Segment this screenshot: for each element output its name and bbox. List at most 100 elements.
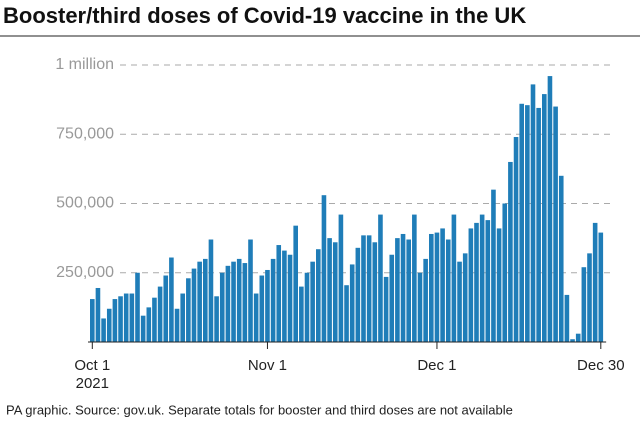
bar: [372, 242, 378, 342]
bar: [197, 261, 202, 342]
bar: [502, 203, 508, 342]
bar: [242, 263, 248, 342]
bar: [558, 175, 564, 342]
bar: [163, 275, 169, 342]
bar: [95, 287, 101, 342]
bar: [321, 195, 327, 342]
bar: [259, 275, 265, 342]
bar: [276, 245, 282, 342]
bar: [129, 293, 135, 342]
bar: [203, 258, 208, 342]
bar: [287, 254, 293, 342]
x-tick-label: Oct 1: [74, 357, 110, 374]
bar: [440, 228, 445, 342]
bar: [191, 268, 197, 342]
bar: [344, 285, 349, 342]
bar: [366, 235, 372, 342]
bar: [525, 105, 530, 342]
bar: [236, 258, 242, 342]
bar: [587, 253, 592, 342]
bar: [186, 278, 191, 342]
bar: [462, 253, 468, 342]
bar: [417, 272, 423, 342]
bar: [140, 315, 146, 342]
x-tick-label: Dec 30: [577, 357, 625, 374]
bar: [592, 222, 598, 342]
bar: [378, 214, 383, 342]
footnote: PA graphic. Source: gov.uk. Separate tot…: [6, 402, 513, 417]
bar: [231, 261, 236, 342]
bar: [332, 242, 338, 342]
bar: [157, 286, 163, 342]
bar: [457, 261, 462, 342]
bar: [479, 214, 485, 342]
bar: [598, 232, 604, 342]
bar: [299, 286, 304, 342]
bar: [581, 267, 587, 342]
bar: [542, 94, 547, 343]
bar: [474, 222, 479, 342]
bar: [349, 264, 355, 342]
bar: [519, 103, 524, 342]
bar: [338, 214, 344, 342]
bar: [248, 239, 253, 342]
bar: [508, 161, 513, 342]
bar: [429, 233, 434, 342]
bar: [225, 265, 231, 342]
x-tick-label: Dec 1: [417, 357, 456, 374]
bar: [265, 269, 270, 342]
bar: [468, 228, 474, 342]
bar: [180, 293, 185, 342]
bar: [219, 272, 225, 342]
chart-title: Booster/third doses of Covid-19 vaccine …: [3, 3, 526, 28]
bar: [383, 276, 389, 342]
bar: [123, 293, 129, 342]
bar: [118, 296, 123, 342]
bar: [327, 238, 332, 342]
bar: [553, 106, 558, 342]
bar: [146, 307, 152, 342]
y-tick-label: 500,000: [56, 195, 114, 212]
bar: [169, 257, 174, 342]
y-tick-label: 1 million: [55, 56, 114, 73]
y-tick-label: 250,000: [56, 264, 114, 281]
bar: [270, 258, 276, 342]
bar: [485, 220, 491, 342]
bar: [361, 235, 366, 342]
bar: [412, 214, 417, 342]
bar: [106, 308, 112, 342]
bar: [310, 261, 315, 342]
bar: [174, 308, 180, 342]
bar: [423, 258, 428, 342]
bar: [564, 294, 570, 342]
bar: [536, 107, 541, 342]
bar: [208, 239, 214, 342]
bar: [304, 272, 310, 342]
bar: [570, 339, 575, 342]
bar: [90, 299, 95, 342]
bar: [253, 293, 259, 342]
bar: [395, 238, 400, 342]
bar: [530, 84, 536, 342]
bar: [282, 250, 287, 342]
bar: [445, 239, 451, 342]
bar: [101, 318, 106, 342]
bar: [513, 137, 519, 342]
bar: [316, 249, 321, 342]
bar: [355, 247, 361, 342]
y-tick-label: 750,000: [56, 125, 114, 142]
x-tick-label: Nov 1: [248, 357, 287, 374]
bar: [152, 297, 157, 342]
x-sublabel: 2021: [76, 375, 109, 392]
bar: [434, 232, 440, 342]
bar: [389, 254, 395, 342]
bar: [496, 228, 502, 342]
bar: [214, 296, 219, 342]
bar: [112, 299, 118, 342]
bar: [135, 272, 140, 342]
bar: [400, 233, 406, 342]
bar: [406, 239, 411, 342]
bar: [547, 76, 553, 342]
